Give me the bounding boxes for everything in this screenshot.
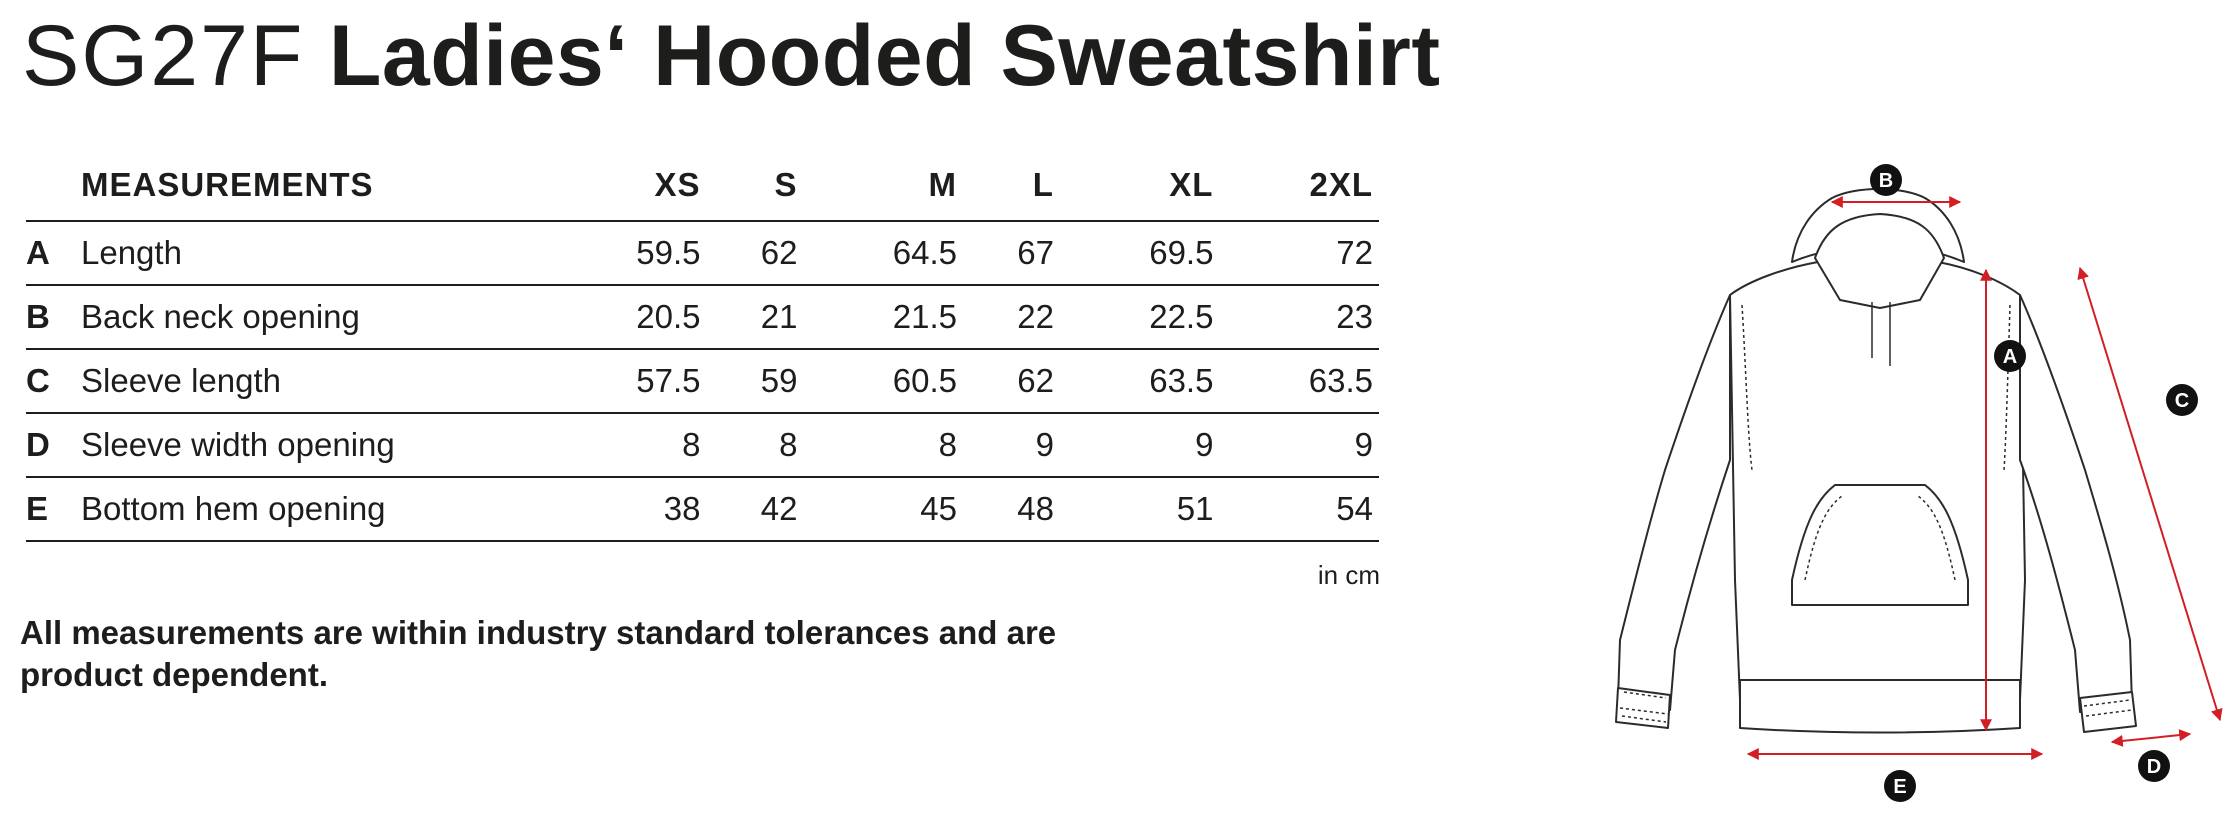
table-cell: 8	[706, 413, 804, 478]
tolerance-note: All measurements are within industry sta…	[20, 614, 1057, 693]
header-size: S	[706, 150, 804, 222]
row-letter: A	[26, 221, 81, 286]
svg-text:D: D	[2147, 756, 2161, 778]
marker-a: A	[1994, 340, 2026, 372]
marker-d: D	[2138, 750, 2170, 782]
table-cell: 8	[547, 413, 707, 478]
row-label: Sleeve length	[81, 349, 547, 414]
page-title: SG27F Ladies‘ Hooded Sweatshirt	[22, 6, 1440, 106]
header-size: XS	[547, 150, 707, 222]
header-measurements: MEASUREMENTS	[81, 150, 547, 222]
table-cell: 20.5	[547, 285, 707, 350]
svg-text:A: A	[2003, 346, 2017, 368]
row-letter: B	[26, 285, 81, 350]
arrow-c	[2077, 266, 2223, 722]
table-cell: 67	[962, 221, 1060, 286]
row-letter: C	[26, 349, 81, 414]
table-cell: 9	[962, 413, 1060, 478]
table-cell: 72	[1219, 221, 1379, 286]
table-cell: 21.5	[803, 285, 963, 350]
table-cell: 51	[1059, 477, 1220, 542]
table-row: A Length 59.5 62 64.5 67 69.5 72	[26, 221, 1379, 286]
hoodie-measurement-diagram: B A C E D	[1615, 164, 2223, 802]
table-cell: 63.5	[1219, 349, 1379, 414]
measurements-table: MEASUREMENTS XS S M L XL 2XL A Length 59…	[26, 150, 1379, 542]
table-cell: 22.5	[1059, 285, 1220, 350]
unit-label: in cm	[1317, 560, 1380, 590]
header-size: XL	[1059, 150, 1220, 222]
measurement-arrows	[1746, 196, 2223, 760]
table-cell: 38	[547, 477, 707, 542]
table-cell: 54	[1219, 477, 1379, 542]
marker-e: E	[1884, 770, 1916, 802]
svg-text:B: B	[1879, 170, 1893, 192]
header-size: M	[803, 150, 963, 222]
table-row: C Sleeve length 57.5 59 60.5 62 63.5 63.…	[26, 349, 1379, 414]
table-cell: 62	[962, 349, 1060, 414]
header-size: L	[962, 150, 1060, 222]
drawstrings	[1871, 302, 1891, 366]
table-row: D Sleeve width opening 8 8 8 9 9 9	[26, 413, 1379, 478]
marker-c: C	[2166, 384, 2198, 416]
header-size: 2XL	[1219, 150, 1379, 222]
table-cell: 63.5	[1059, 349, 1220, 414]
arrow-d	[2110, 729, 2192, 747]
product-code: SG27F	[22, 8, 305, 104]
row-label: Length	[81, 221, 547, 286]
table-cell: 62	[706, 221, 804, 286]
table-cell: 22	[962, 285, 1060, 350]
table-cell: 42	[706, 477, 804, 542]
table-cell: 9	[1059, 413, 1220, 478]
table-cell: 21	[706, 285, 804, 350]
svg-text:C: C	[2175, 390, 2189, 412]
header-letter-spacer	[26, 150, 81, 222]
row-letter: E	[26, 477, 81, 542]
table-cell: 45	[803, 477, 963, 542]
hoodie-outline	[1615, 188, 2137, 734]
table-row: B Back neck opening 20.5 21 21.5 22 22.5…	[26, 285, 1379, 350]
table-header-row: MEASUREMENTS XS S M L XL 2XL	[26, 150, 1379, 222]
table-cell: 9	[1219, 413, 1379, 478]
table-cell: 60.5	[803, 349, 963, 414]
table-cell: 59	[706, 349, 804, 414]
row-label: Sleeve width opening	[81, 413, 547, 478]
marker-b: B	[1870, 164, 1902, 196]
table-row: E Bottom hem opening 38 42 45 48 51 54	[26, 477, 1379, 542]
table-cell: 64.5	[803, 221, 963, 286]
svg-text:E: E	[1893, 776, 1906, 798]
row-letter: D	[26, 413, 81, 478]
table-cell: 69.5	[1059, 221, 1220, 286]
row-label: Bottom hem opening	[81, 477, 547, 542]
table-cell: 57.5	[547, 349, 707, 414]
table-cell: 59.5	[547, 221, 707, 286]
product-name: Ladies‘ Hooded Sweatshirt	[328, 8, 1441, 104]
table-cell: 23	[1219, 285, 1379, 350]
table-cell: 8	[803, 413, 963, 478]
row-label: Back neck opening	[81, 285, 547, 350]
table-cell: 48	[962, 477, 1060, 542]
